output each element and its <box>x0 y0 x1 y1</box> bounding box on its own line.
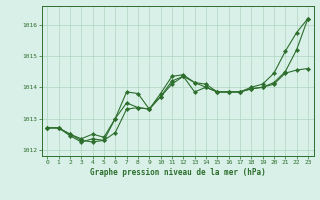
X-axis label: Graphe pression niveau de la mer (hPa): Graphe pression niveau de la mer (hPa) <box>90 168 266 177</box>
